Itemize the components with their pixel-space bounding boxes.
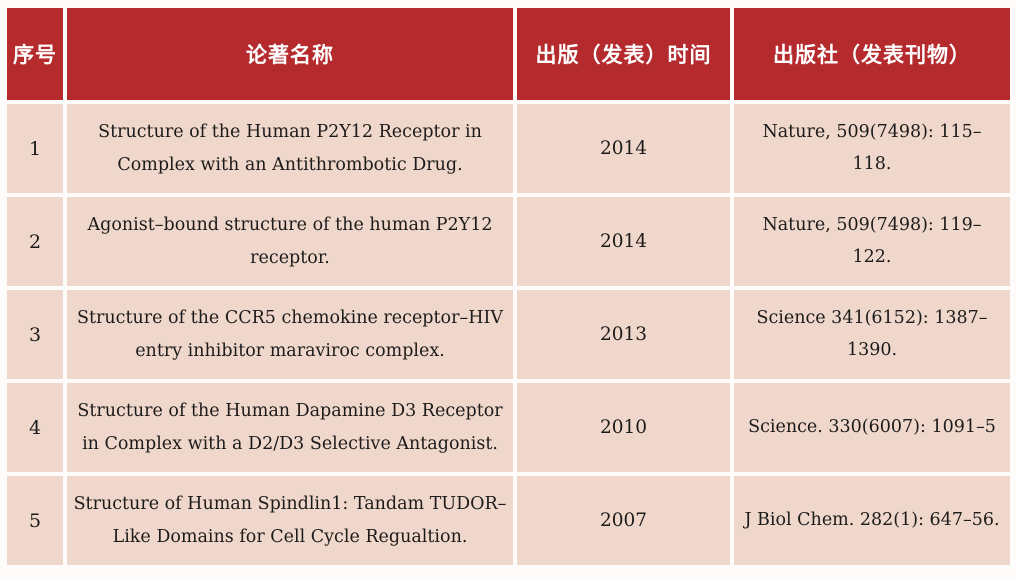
publish-year-cell: 2014 [517, 104, 730, 193]
publications-table: 序号 论著名称 出版（发表）时间 出版社（发表刊物） 1 Structure o… [3, 4, 1014, 569]
publish-year-cell: 2007 [517, 476, 730, 565]
table-row: 3 Structure of the CCR5 chemokine recept… [7, 290, 1010, 379]
publication-title-cell: Agonist–bound structure of the human P2Y… [67, 197, 513, 286]
journal-cell: Nature, 509(7498): 115–118. [734, 104, 1010, 193]
header-cell-title: 论著名称 [67, 8, 513, 100]
journal-cell: Science 341(6152): 1387–1390. [734, 290, 1010, 379]
journal-cell: Nature, 509(7498): 119–122. [734, 197, 1010, 286]
publish-year-cell: 2010 [517, 383, 730, 472]
table-header-row: 序号 论著名称 出版（发表）时间 出版社（发表刊物） [7, 8, 1010, 100]
table-row: 5 Structure of Human Spindlin1: Tandam T… [7, 476, 1010, 565]
header-cell-number: 序号 [7, 8, 63, 100]
publication-title-cell: Structure of Human Spindlin1: Tandam TUD… [67, 476, 513, 565]
publication-title-cell: Structure of the Human Dapamine D3 Recep… [67, 383, 513, 472]
row-number-cell: 3 [7, 290, 63, 379]
publication-title-cell: Structure of the Human P2Y12 Receptor in… [67, 104, 513, 193]
journal-cell: J Biol Chem. 282(1): 647–56. [734, 476, 1010, 565]
publication-title-cell: Structure of the CCR5 chemokine receptor… [67, 290, 513, 379]
publish-year-cell: 2013 [517, 290, 730, 379]
row-number-cell: 4 [7, 383, 63, 472]
row-number-cell: 5 [7, 476, 63, 565]
table-row: 2 Agonist–bound structure of the human P… [7, 197, 1010, 286]
table-row: 4 Structure of the Human Dapamine D3 Rec… [7, 383, 1010, 472]
header-cell-publisher: 出版社（发表刊物） [734, 8, 1010, 100]
row-number-cell: 2 [7, 197, 63, 286]
row-number-cell: 1 [7, 104, 63, 193]
header-cell-publish-time: 出版（发表）时间 [517, 8, 730, 100]
journal-cell: Science. 330(6007): 1091–5 [734, 383, 1010, 472]
publish-year-cell: 2014 [517, 197, 730, 286]
table-row: 1 Structure of the Human P2Y12 Receptor … [7, 104, 1010, 193]
